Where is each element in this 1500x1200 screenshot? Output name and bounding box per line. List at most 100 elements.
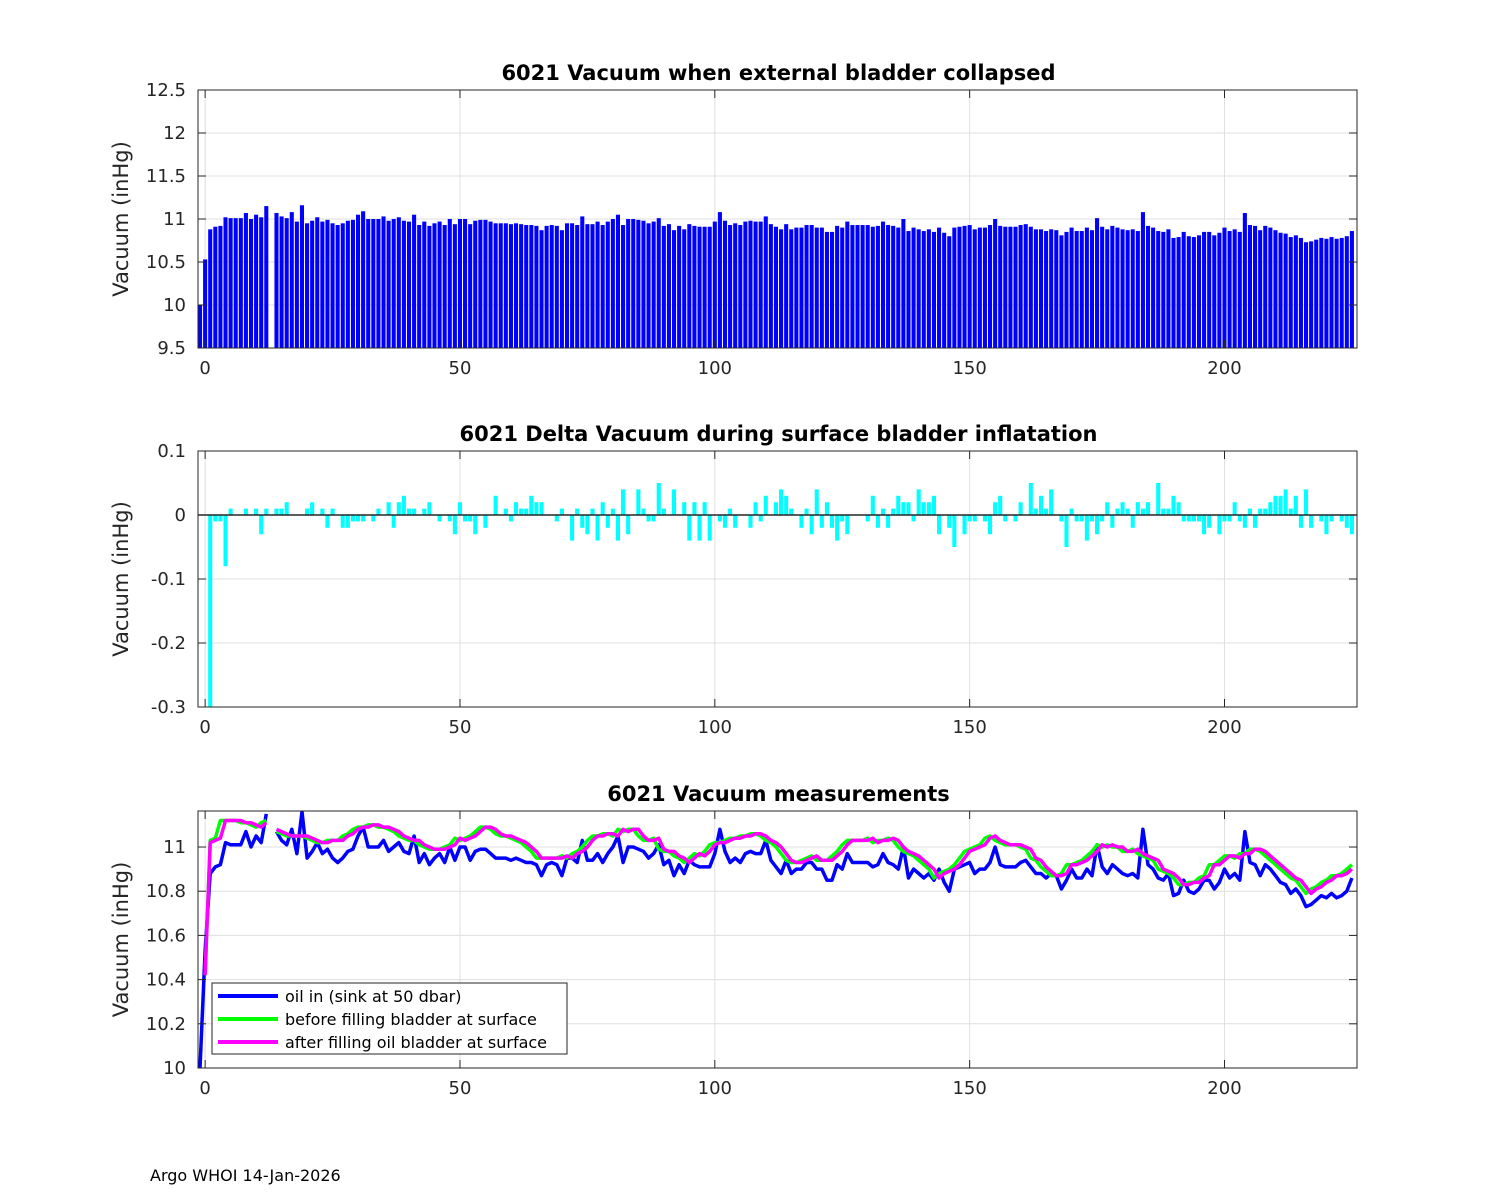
bar — [585, 515, 590, 535]
bar — [396, 217, 401, 348]
bar — [1038, 495, 1044, 515]
bar — [1033, 508, 1038, 515]
bar — [355, 515, 361, 522]
y-tick-label: 10.6 — [146, 925, 186, 946]
x-tick-label: 150 — [952, 717, 986, 738]
bar — [1293, 495, 1298, 515]
bar — [570, 223, 575, 348]
bar — [1253, 225, 1258, 348]
bar — [1120, 502, 1125, 515]
bar — [238, 218, 243, 348]
bar — [942, 232, 947, 348]
axes-box — [197, 810, 1358, 1069]
bar — [340, 515, 345, 528]
bar — [529, 495, 534, 515]
bar — [1288, 508, 1293, 515]
y-tick-label: 10.5 — [146, 252, 186, 273]
bar — [406, 508, 412, 515]
bar — [463, 515, 468, 522]
bar — [621, 225, 626, 348]
bar — [1181, 231, 1186, 348]
bar — [1100, 515, 1105, 522]
bar — [809, 225, 814, 348]
bar — [1227, 231, 1232, 348]
bar — [998, 495, 1003, 515]
bar — [503, 223, 508, 348]
bar — [615, 515, 621, 541]
bar — [1237, 231, 1242, 348]
bar — [457, 502, 463, 515]
bar — [447, 219, 452, 348]
bar — [646, 515, 651, 522]
bar — [452, 224, 457, 348]
bar — [554, 225, 559, 348]
bar — [901, 502, 906, 515]
bar — [717, 212, 722, 348]
bar — [1314, 239, 1319, 348]
series-line-3 — [203, 818, 1354, 976]
bar — [962, 515, 967, 535]
bar — [1196, 235, 1202, 348]
bar — [208, 515, 213, 707]
bar — [896, 227, 901, 348]
bar — [835, 225, 840, 348]
bar — [906, 231, 911, 348]
bar — [1288, 237, 1293, 348]
bar — [967, 515, 972, 522]
marks — [198, 205, 1354, 348]
bar — [284, 502, 289, 515]
bar — [982, 227, 987, 348]
bar — [213, 515, 218, 522]
bar — [320, 221, 325, 348]
bar — [794, 227, 799, 348]
bar — [804, 508, 809, 515]
x-tick-label: 150 — [952, 358, 986, 379]
bar — [243, 212, 248, 348]
bar — [1013, 515, 1018, 522]
bar — [1115, 227, 1120, 348]
bar — [1253, 515, 1258, 528]
bar — [493, 223, 498, 348]
bar — [886, 515, 891, 528]
bar — [580, 515, 585, 528]
x-tick-label: 200 — [1207, 1078, 1241, 1099]
bar — [330, 223, 335, 348]
bar — [722, 515, 728, 528]
y-tick-label: -0.2 — [151, 633, 186, 654]
bar — [401, 495, 406, 515]
y-axis-label: Vacuum (inHg) — [109, 501, 133, 657]
bar — [1339, 237, 1344, 348]
bar — [570, 515, 575, 541]
bar — [1258, 230, 1263, 348]
x-tick-label: 50 — [449, 1078, 472, 1099]
bar — [906, 502, 911, 515]
bar — [1232, 229, 1237, 348]
bar — [468, 224, 473, 348]
bar — [987, 515, 993, 535]
bar — [641, 508, 646, 515]
bar — [1344, 236, 1349, 348]
bar — [977, 227, 982, 348]
bar — [748, 515, 753, 528]
bar — [814, 489, 819, 515]
bar — [549, 225, 554, 348]
bar — [544, 225, 549, 348]
bar — [203, 259, 208, 348]
bar — [779, 229, 784, 348]
bar — [1013, 226, 1018, 348]
bar — [702, 502, 707, 515]
chart-title: 6021 Delta Vacuum during surface bladder… — [460, 422, 1098, 446]
bar — [1222, 227, 1227, 348]
bar — [814, 227, 819, 348]
bar — [228, 218, 233, 348]
bar — [707, 226, 712, 348]
bar — [508, 515, 513, 522]
x-tick-label: 0 — [199, 717, 210, 738]
bar — [1166, 508, 1171, 515]
bar — [773, 226, 779, 348]
bar — [1044, 231, 1049, 348]
chart-title: 6021 Vacuum measurements — [607, 782, 950, 806]
bar — [819, 227, 824, 348]
bar — [1095, 515, 1100, 535]
bar — [310, 502, 315, 515]
